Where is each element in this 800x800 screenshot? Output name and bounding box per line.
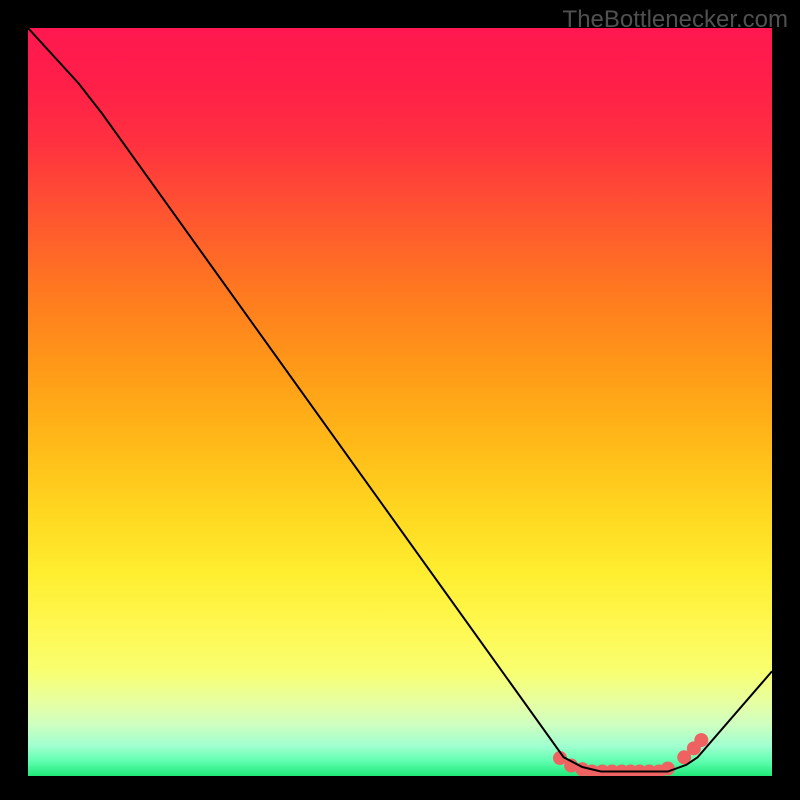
- chart-curve: [28, 28, 772, 776]
- chart-marker: [694, 733, 708, 747]
- chart-container: TheBottlenecker.com: [0, 0, 800, 800]
- watermark-text: TheBottlenecker.com: [563, 6, 788, 34]
- plot-area: [28, 28, 772, 776]
- chart-marker: [661, 762, 675, 776]
